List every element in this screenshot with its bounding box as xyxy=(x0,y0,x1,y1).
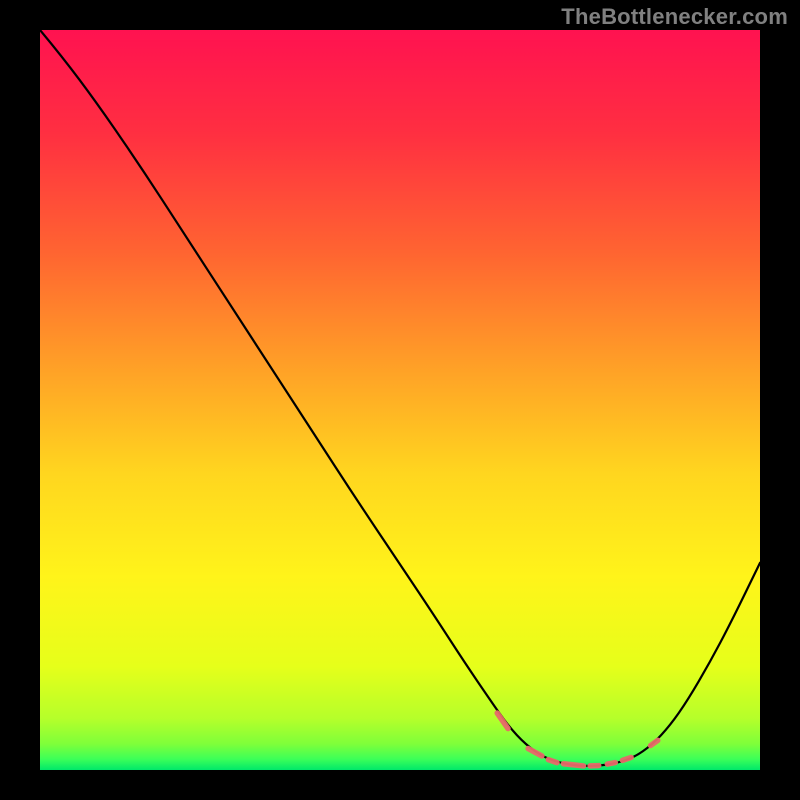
marker-segment xyxy=(607,763,615,764)
marker-segment xyxy=(622,757,631,760)
chart-background xyxy=(40,30,760,770)
plot-area xyxy=(40,30,760,770)
watermark-text: TheBottlenecker.com xyxy=(561,4,788,30)
chart-svg xyxy=(40,30,760,770)
marker-segment xyxy=(548,760,557,763)
marker-segment xyxy=(563,764,583,766)
